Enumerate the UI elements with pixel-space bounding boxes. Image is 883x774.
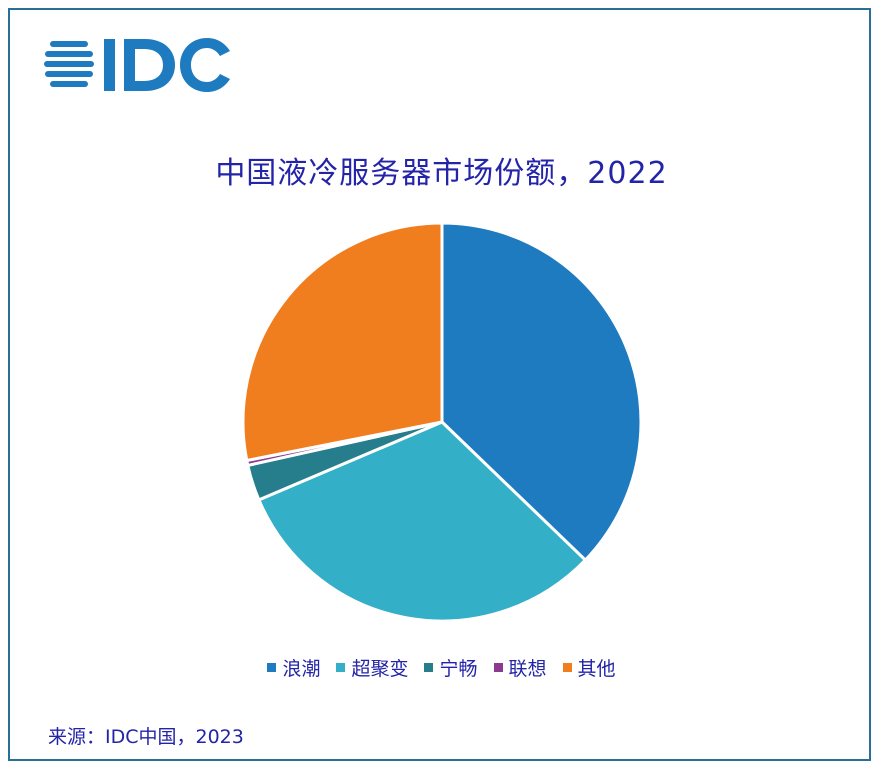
legend-item: 联想 <box>493 654 547 681</box>
legend-item: 超聚变 <box>336 654 408 681</box>
legend-label: 超聚变 <box>351 658 409 680</box>
pie-slice-1 <box>440 221 643 562</box>
legend-swatch <box>424 663 434 672</box>
legend-item: 浪潮 <box>267 654 320 681</box>
legend-item: 宁畅 <box>424 654 478 681</box>
pie-chart <box>241 221 643 623</box>
legend-label: 联想 <box>508 658 547 680</box>
chart-title: 中国液冷服务器市场份额，2022 <box>215 156 668 191</box>
pie-slice-5 <box>241 221 444 463</box>
legend-swatch <box>562 663 572 672</box>
idc-logo <box>44 38 230 92</box>
legend-item: 其他 <box>562 654 616 681</box>
legend-label: 其他 <box>577 658 616 680</box>
chart-legend: 浪潮 超聚变 宁畅 联想 其他 <box>0 654 883 681</box>
legend-swatch <box>336 663 346 672</box>
legend-label: 宁畅 <box>439 658 478 680</box>
legend-swatch <box>267 663 277 672</box>
legend-label: 浪潮 <box>282 658 321 680</box>
legend-swatch <box>493 663 503 672</box>
pie-slice-2 <box>257 420 587 623</box>
source-note: 来源：IDC中国，2023 <box>48 726 244 748</box>
